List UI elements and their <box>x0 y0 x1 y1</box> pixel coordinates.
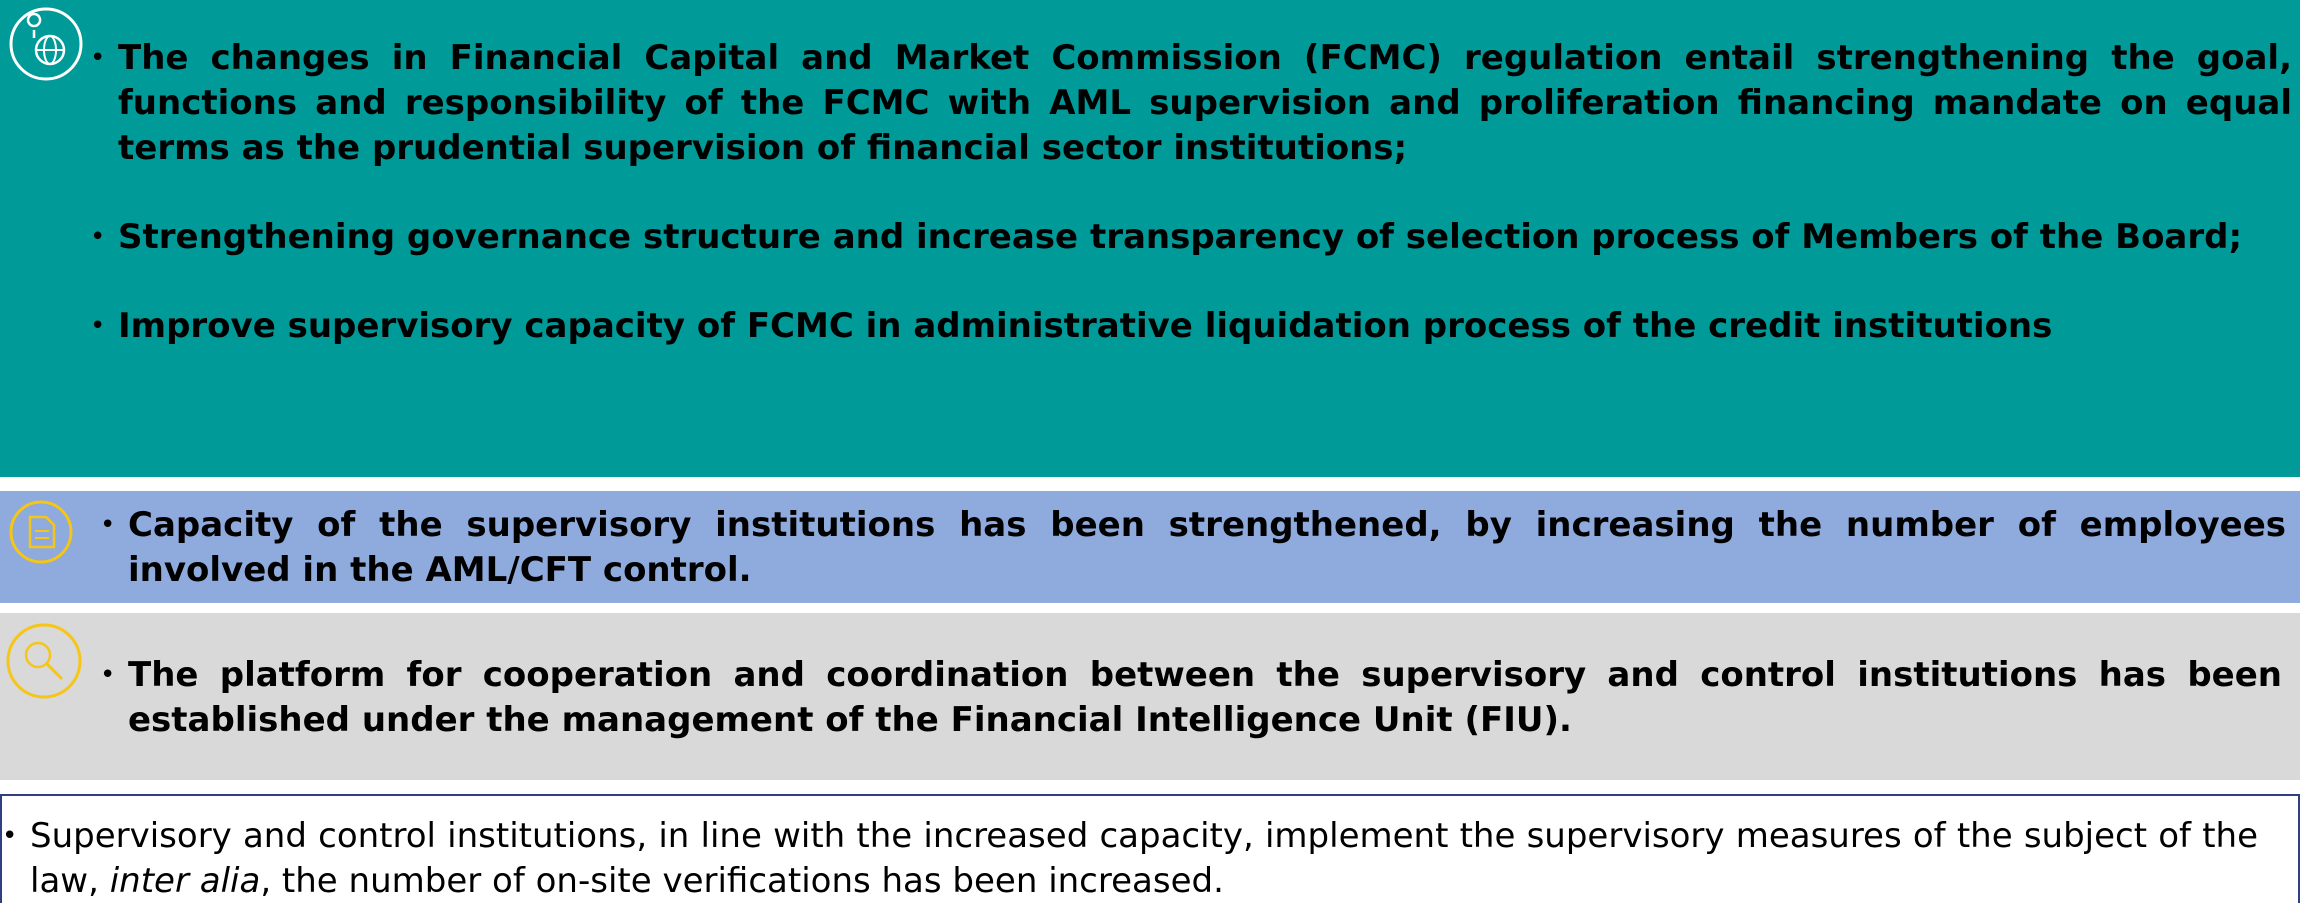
bullet: Improve supervisory capacity of FCMC in … <box>90 304 2292 349</box>
bullet: Strengthening governance structure and i… <box>90 215 2292 260</box>
bullet: Supervisory and control institutions, in… <box>2 814 2258 904</box>
bullet-list: Supervisory and control institutions, in… <box>2 814 2258 904</box>
text: Supervisory and control institutions, in… <box>30 816 2258 901</box>
bullet: The platform for cooperation and coordin… <box>100 653 2282 743</box>
document-icon <box>9 500 73 564</box>
bullet: The changes in Financial Capital and Mar… <box>90 36 2292 171</box>
bullet-list: The platform for cooperation and coordin… <box>100 653 2282 743</box>
bullet-list: The changes in Financial Capital and Mar… <box>90 36 2292 393</box>
blue-section: Capacity of the supervisory institutions… <box>0 491 2300 603</box>
search-icon <box>6 623 82 699</box>
bullet: Capacity of the supervisory institutions… <box>100 503 2286 593</box>
italic-text: inter alia <box>109 861 261 901</box>
teal-section: The changes in Financial Capital and Mar… <box>0 0 2300 477</box>
text: , the number of on-site verifications ha… <box>260 861 1224 901</box>
globe-icon <box>9 7 83 81</box>
plain-section: Supervisory and control institutions, in… <box>0 794 2300 903</box>
bullet-list: Capacity of the supervisory institutions… <box>100 503 2286 593</box>
gray-section: The platform for cooperation and coordin… <box>0 613 2300 780</box>
